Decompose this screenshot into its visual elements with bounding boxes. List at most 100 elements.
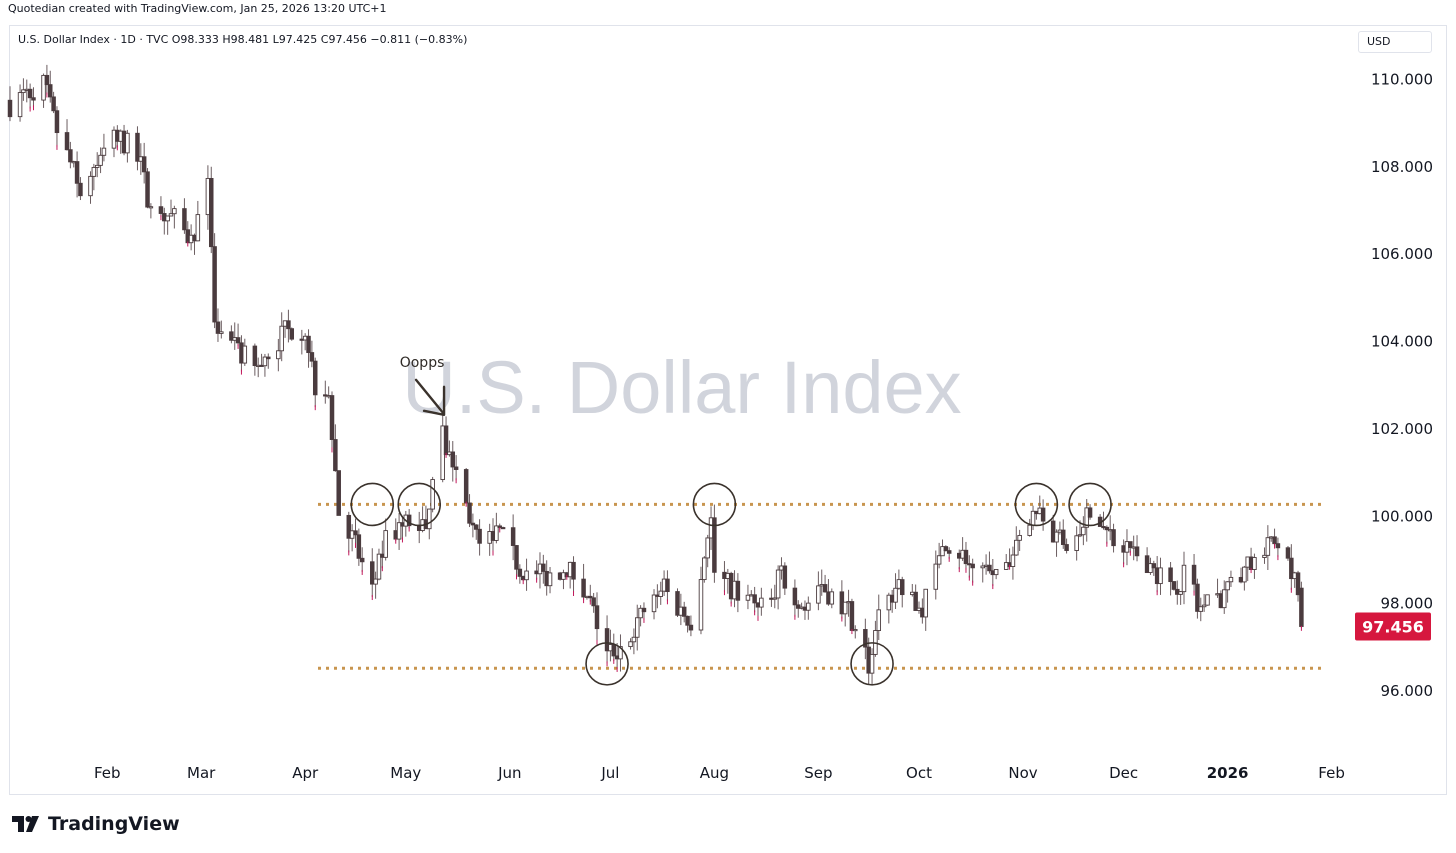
candle-body [745,594,751,601]
candle-body [21,89,26,94]
candle-body [822,584,828,593]
candle-body [1050,520,1056,543]
tradingview-logo: TradingView [12,813,180,835]
candle-body [524,570,529,581]
circle-marker [1014,482,1059,527]
candle-body [88,175,93,197]
candle-body [48,84,53,98]
price-tick-label: 108.000 [1371,158,1433,176]
candle-body [1299,587,1304,627]
annotation-arrow-shaft [414,378,445,415]
candle-body [494,525,499,541]
candle-body [370,561,375,585]
price-axis[interactable]: 96.000 98.000 100.000 102.000 104.000 106.000… [1371,70,1433,700]
candle-body [1205,594,1210,606]
candle-body [1134,546,1140,557]
tradingview-logo-icon [12,816,39,832]
candle-body [279,325,284,352]
candle-body [94,164,100,168]
last-price-tag-group: 97.456 [1355,612,1431,641]
candle-body [1010,554,1016,567]
candle-body [591,597,596,607]
circle-marker [692,482,737,527]
candle-body [195,214,201,242]
time-tick-label: Feb [94,764,121,782]
candle-body [74,161,80,184]
candle-body [702,557,707,581]
time-tick-label: Aug [700,764,729,782]
last-price-label: 97.456 [1362,617,1424,636]
annotation-arrowhead [422,385,446,417]
candle-body [1087,507,1093,518]
candle-body [611,644,617,657]
candle-body [849,601,855,631]
candle-body [1064,544,1069,551]
time-tick-label: Jul [600,764,619,782]
candle-body [1275,543,1281,549]
candle-body [943,546,949,552]
price-tick-label: 104.000 [1371,333,1433,351]
time-tick-label: Nov [1008,764,1037,782]
candle-body [1040,507,1046,522]
candle-body [829,591,835,605]
candle-body [970,563,975,569]
candle-body [51,96,56,112]
candle-body [158,206,164,214]
candle-body [618,646,623,660]
candle-body [1228,576,1234,583]
last-price-tag [1355,612,1431,641]
candle-body [1178,591,1183,595]
candle-body [1265,537,1271,556]
candle-body [41,74,46,101]
candle-body [1054,531,1059,543]
candle-body [91,166,97,177]
candle-body [252,345,258,367]
candle-body [681,606,687,617]
candle-body [229,331,234,341]
candle-body [473,524,479,530]
candle-body [463,469,469,504]
candle-body [876,609,882,631]
candle-body [581,578,586,598]
candle-body [634,617,640,638]
candle-body [1111,529,1116,547]
time-tick-label: Oct [906,764,932,782]
candle-body [940,546,945,557]
candle-body [168,213,174,217]
candle-body [1272,536,1277,545]
candle-body [1191,564,1197,585]
candle-body [698,579,704,631]
candle-body [135,132,140,162]
candle-body [312,360,318,396]
candle-body [1014,539,1019,556]
candle-body [500,527,506,530]
candle-body [141,156,147,173]
candle-body [685,615,690,626]
candle-body [752,594,757,604]
price-tick-label: 96.000 [1381,682,1434,700]
candle-body [1027,524,1032,536]
candle-body [547,572,553,587]
candle-body [172,208,177,215]
candle-body [44,74,50,86]
candle-body [1074,535,1079,551]
candle-body [842,601,848,615]
candle-body [430,479,435,510]
candle-body [1077,534,1083,537]
time-axis[interactable]: Feb Mar Apr May Jun Jul Aug Sep Oct Nov Dec 2026 Feb [94,764,1345,782]
candle-body [98,154,103,166]
candle-body [467,502,472,524]
candle-body [775,569,781,599]
candle-body [78,182,83,197]
candle-body [346,514,352,539]
annotation-text: Oopps [400,355,445,371]
candle-series [7,64,1304,685]
candle-body [356,534,362,559]
candle-body [641,607,647,613]
candle-body [266,356,271,360]
candle-body [933,563,939,590]
candle-body [993,568,999,576]
candle-body [262,356,268,367]
currency-button[interactable]: USD [1358,31,1432,53]
